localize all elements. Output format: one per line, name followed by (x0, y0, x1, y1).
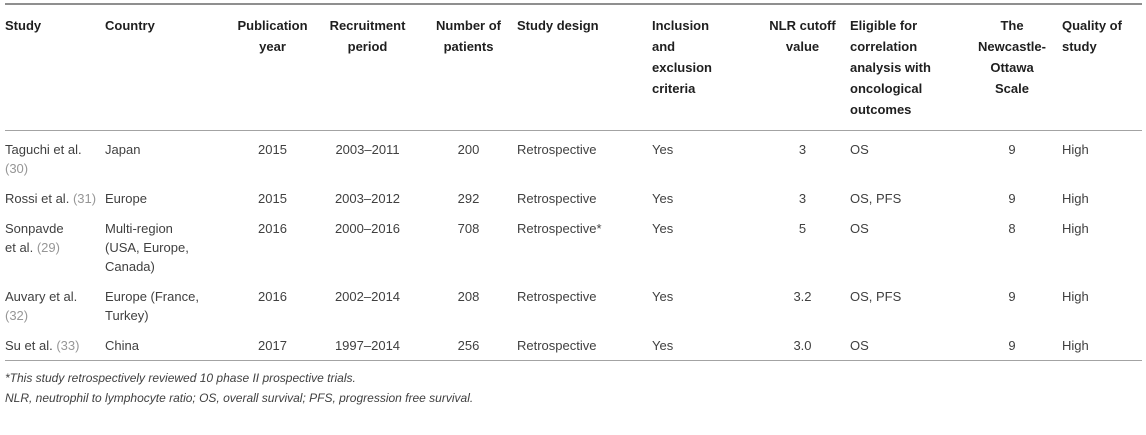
cell-nlr: 3 (798, 142, 807, 157)
cell-criteria: Yes (652, 142, 674, 157)
cell-patients: 708 (457, 221, 480, 236)
cell-design: Retrospective* (517, 221, 602, 236)
table-row: Rossi et al. (31) Europe 2015 2003–2012 292 R… (5, 180, 1142, 210)
cell-nos: 8 (1008, 221, 1016, 236)
footnote-abbreviations: NLR, neutrophil to lymphocyte ratio; OS,… (5, 391, 474, 405)
cell-criteria: Yes (652, 289, 674, 304)
cell-nlr: 3.2 (793, 289, 812, 304)
cell-pub: 2016 (258, 221, 287, 236)
cell-country: China (105, 327, 230, 361)
cell-pub: 2015 (258, 191, 287, 206)
study-name: Sonpavde et al. (5, 221, 64, 255)
cell-eligible: OS (850, 221, 869, 236)
table-footnotes: *This study retrospectively reviewed 10 … (5, 368, 1146, 408)
cell-nlr: 5 (798, 221, 807, 236)
cell-study: Rossi et al. (31) (5, 180, 105, 210)
column-header-country: Country (105, 4, 230, 131)
citation-link[interactable]: (31) (72, 191, 97, 206)
cell-design: Retrospective (517, 327, 652, 361)
cell-design: Retrospective (517, 142, 597, 157)
footnote-asterisk: *This study retrospectively reviewed 10 … (5, 371, 356, 385)
cell-study: Auvary et al. (32) (5, 278, 105, 327)
cell-quality: High (1062, 289, 1089, 304)
cell-recruit: 2000–2016 (334, 221, 401, 236)
cell-design: Retrospective (517, 289, 597, 304)
cell-nlr: 3 (798, 191, 807, 206)
cell-pub: 2016 (258, 289, 287, 304)
cell-criteria: Yes (652, 221, 674, 236)
cell-design: Retrospective (517, 191, 597, 206)
citation-link[interactable]: (33) (56, 338, 80, 353)
citation-link[interactable]: (29) (36, 240, 60, 255)
table-row: Taguchi et al. (30) Japan 2015 2003–2011 200… (5, 131, 1142, 181)
table-row: Su et al. (33) China 2017 1997–2014 256 Retro… (5, 327, 1142, 361)
table-header-row: Study Country Publication year Recruitment … (5, 4, 1142, 131)
cell-nlr: 3.0 (755, 327, 850, 361)
cell-eligible: OS (850, 142, 869, 157)
cell-country: Europe (105, 191, 147, 206)
cell-nos: 9 (1008, 142, 1016, 157)
cell-study: Sonpavde et al. (29) (5, 210, 105, 278)
cell-recruit: 1997–2014 (315, 327, 420, 361)
column-header-study: Study (5, 4, 105, 131)
cell-eligible: OS (850, 327, 962, 361)
study-name: Su et al. (5, 338, 53, 353)
cell-patients: 256 (420, 327, 517, 361)
cell-nos: 9 (962, 327, 1062, 361)
column-header-patients: Number of patients (420, 4, 517, 131)
cell-quality: High (1062, 142, 1089, 157)
cell-study: Su et al. (33) (5, 327, 105, 361)
cell-country: Multi-region (USA, Europe, Canada) (105, 221, 189, 274)
study-name: Rossi et al. (5, 191, 70, 206)
cell-patients: 292 (457, 191, 480, 206)
column-header-recruit: Recruitment period (315, 4, 420, 131)
column-header-eligible: Eligible for correlation analysis with o… (850, 4, 962, 131)
study-name: Auvary et al. (5, 289, 78, 304)
cell-quality: High (1062, 327, 1142, 361)
cell-nos: 9 (1008, 289, 1016, 304)
table-row: Sonpavde et al. (29) Multi-region (USA, E… (5, 210, 1142, 278)
cell-study: Taguchi et al. (30) (5, 131, 105, 181)
column-header-design: Study design (517, 4, 652, 131)
cell-country: Japan (105, 142, 141, 157)
cell-recruit: 2003–2011 (335, 142, 400, 157)
cell-criteria: Yes (652, 327, 755, 361)
citation-link[interactable]: (32) (5, 308, 29, 323)
cell-eligible: OS, PFS (850, 289, 902, 304)
cell-nos: 9 (1008, 191, 1016, 206)
cell-recruit: 2003–2012 (334, 191, 401, 206)
table-row: Auvary et al. (32) Europe (France, Turkey… (5, 278, 1142, 327)
citation-link[interactable]: (30) (5, 161, 29, 176)
cell-quality: High (1062, 221, 1089, 236)
cell-quality: High (1062, 191, 1089, 206)
column-header-nos: The Newcastle- Ottawa Scale (962, 4, 1062, 131)
cell-patients: 200 (457, 142, 480, 157)
cell-eligible: OS, PFS (850, 191, 902, 206)
included-studies-table: Study Country Publication year Recruitment … (5, 3, 1142, 361)
cell-criteria: Yes (652, 191, 674, 206)
column-header-nlr: NLR cutoff value (755, 4, 850, 131)
column-header-pub: Publication year (230, 4, 315, 131)
cell-pub: 2017 (230, 327, 315, 361)
column-header-quality: Quality of study (1062, 4, 1142, 131)
study-name: Taguchi et al. (5, 142, 82, 157)
cell-recruit: 2002–2014 (334, 289, 401, 304)
cell-pub: 2015 (258, 142, 287, 157)
column-header-criteria: Inclusion and exclusion criteria (652, 4, 755, 131)
cell-patients: 208 (457, 289, 480, 304)
cell-country: Europe (France, Turkey) (105, 289, 199, 323)
